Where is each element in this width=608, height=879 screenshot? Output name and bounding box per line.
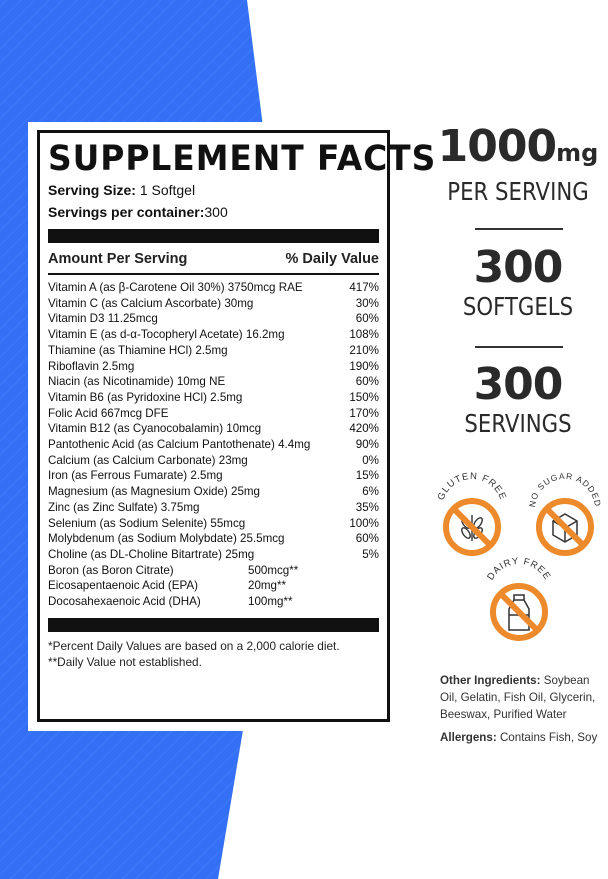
divider [475,228,563,230]
nutrient-row: Vitamin C (as Calcium Ascorbate) 30mg 30% [48,296,379,310]
nutrient-row: Iron (as Ferrous Fumarate) 2.5mg 15% [48,469,379,483]
nutrient-row: Choline (as DL-Choline Bitartrate) 25mg 5… [48,547,379,561]
nutrient-row: Vitamin D3 11.25mcg 60% [48,312,379,326]
divider-bar [48,229,379,243]
prohibited-circle-icon [443,498,501,556]
divider-bar [48,617,379,632]
nutrient-row: Pantothenic Acid (as Calcium Pantothenat… [48,438,379,452]
nutrient-row: Folic Acid 667mcg DFE 170% [48,406,379,420]
facts-header: Amount Per Serving% Daily Value [48,251,379,275]
nutrient-row: Boron (as Boron Citrate) 500mcg** [48,563,299,577]
allergens: Allergens: Contains Fish, Soy [440,731,598,744]
prohibited-circle-icon [536,498,594,556]
nutrient-row: Vitamin A (as β-Carotene Oil 30%) 3750mc… [48,281,379,294]
nutrient-row: Vitamin B6 (as Pyridoxine HCl) 2.5mg 150% [48,390,379,404]
badge-text: DAIRY FREE [485,556,553,582]
badge-text: GLUTEN FREE [436,471,509,502]
supplement-facts-label: SUPPLEMENT FACTS Serving Size: 1 Softgel… [37,130,437,722]
nutrient-row: Selenium (as Sodium Selenite) 55mcg 100% [48,516,379,530]
badge-no-sugar-added: NO SUGAR ADDED [527,471,602,556]
servings-per-container: Servings per container:300 [48,204,228,220]
serving-size: Serving Size: 1 Softgel [48,182,196,198]
badge-dairy-free: DAIRY FREE [485,556,553,641]
highlight-servings: 300 SERVINGS [464,359,572,438]
highlight-serving: 1000mg PER SERVING [437,121,599,206]
badge-gluten-free: GLUTEN FREE [436,471,509,556]
nutrient-row: Molybdenum (as Sodium Molybdate) 25.5mcg… [48,532,379,546]
nutrient-row: Thiamine (as Thiamine HCl) 2.5mg 210% [48,343,379,357]
nutrient-row: Vitamin B12 (as Cyanocobalamin) 10mcg 420… [48,422,379,436]
nutrient-row: Zinc (as Zinc Sulfate) 3.75mg 35% [48,500,379,514]
nutrient-row: Riboflavin 2.5mg 190% [48,359,379,373]
prohibited-circle-icon [490,583,548,641]
nutrient-row: Magnesium (as Magnesium Oxide) 25mg 6% [48,485,379,499]
nutrient-row: Vitamin E (as d-α-Tocopheryl Acetate) 16… [48,328,379,342]
divider [475,346,563,348]
footnote: **Daily Value not established. [48,654,202,669]
highlight-softgels: 300 SOFTGELS [462,242,574,321]
nutrient-row: Calcium (as Calcium Carbonate) 23mg 0% [48,453,379,467]
nutrient-row: Eicosapentaenoic Acid (EPA) 20mg** [48,579,287,593]
facts-title: SUPPLEMENT FACTS [48,139,437,179]
nutrient-row: Niacin (as Nicotinamide) 10mg NE 60% [48,375,379,389]
footnote: *Percent Daily Values are based on a 2,0… [48,638,340,653]
other-ingredients: Other Ingredients: Soybean Oil, Gelatin,… [440,674,596,721]
nutrient-row: Docosahexaenoic Acid (DHA) 100mg** [48,595,293,609]
